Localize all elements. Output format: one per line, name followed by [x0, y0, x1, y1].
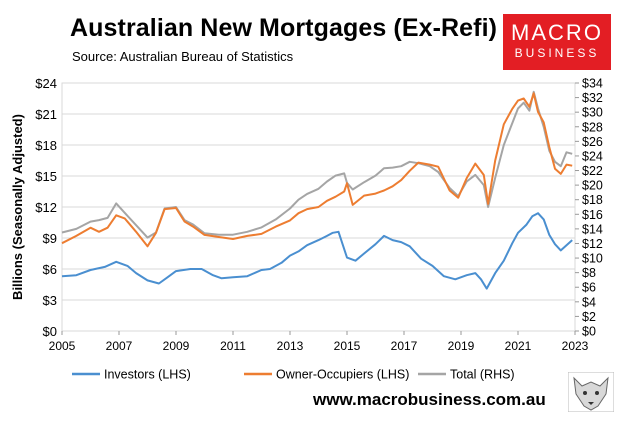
right-tick-label: $30 — [582, 106, 603, 120]
x-axis-ticks: 2005 2007 2009 2011 2013 2015 2017 2019 2021 2023 — [49, 331, 589, 353]
right-tick-label: $32 — [582, 91, 603, 105]
x-tick-label: 2019 — [448, 339, 475, 353]
wolf-icon — [568, 372, 614, 412]
right-tick-label: $12 — [582, 237, 603, 251]
left-axis-ticks: $0 $3 $6 $9 $12 $15 $18 $21 $24 — [35, 76, 57, 339]
x-tick-label: 2013 — [277, 339, 304, 353]
right-tick-label: $8 — [582, 266, 596, 280]
right-tick-label: $16 — [582, 208, 603, 222]
left-tick-label: $0 — [43, 324, 57, 339]
y-axis-label: Billions (Seasonally Adjusted) — [10, 114, 25, 300]
x-tick-label: 2017 — [391, 339, 418, 353]
series-line-investors-lhs — [61, 212, 573, 290]
left-tick-label: $21 — [35, 107, 57, 122]
logo-line-1: MACRO — [511, 20, 603, 45]
right-tick-label: $28 — [582, 120, 603, 134]
right-tick-label: $20 — [582, 179, 603, 193]
chart-source: Source: Australian Bureau of Statistics — [72, 49, 294, 64]
page-title: Australian New Mortgages (Ex-Refi) — [70, 14, 498, 42]
website-url[interactable]: www.macrobusiness.com.au — [313, 390, 546, 409]
right-tick-label: $4 — [582, 295, 596, 309]
x-tick-label: 2009 — [163, 339, 190, 353]
x-tick-label: 2021 — [505, 339, 532, 353]
series-line-owner-occupiers-lhs — [61, 92, 573, 248]
right-tick-label: $10 — [582, 252, 603, 266]
x-tick-label: 2007 — [106, 339, 133, 353]
right-tick-label: $14 — [582, 222, 603, 236]
right-tick-label: $0 — [582, 325, 596, 339]
left-tick-label: $9 — [43, 231, 57, 246]
right-tick-label: $34 — [582, 77, 603, 91]
left-tick-label: $18 — [35, 138, 57, 153]
left-tick-label: $24 — [35, 76, 57, 91]
left-tick-label: $12 — [35, 200, 57, 215]
gridlines — [62, 82, 575, 332]
series-lines — [61, 90, 573, 290]
left-tick-label: $3 — [43, 293, 57, 308]
legend-label: Owner-Occupiers (LHS) — [276, 368, 409, 382]
right-tick-label: $22 — [582, 164, 603, 178]
left-tick-label: $15 — [35, 169, 57, 184]
left-tick-label: $6 — [43, 262, 57, 277]
legend-label: Total (RHS) — [450, 368, 515, 382]
right-tick-label: $18 — [582, 193, 603, 207]
right-axis-ticks: $0$2$4$6$8$10$12$14$16$18$20$22$24$26$28… — [575, 77, 603, 339]
x-tick-label: 2011 — [220, 339, 246, 353]
macrobusiness-logo: MACRO BUSINESS — [503, 14, 611, 70]
legend-label: Investors (LHS) — [104, 368, 191, 382]
x-tick-label: 2005 — [49, 339, 76, 353]
right-tick-label: $26 — [582, 135, 603, 149]
x-tick-label: 2015 — [334, 339, 361, 353]
right-tick-label: $6 — [582, 281, 596, 295]
right-tick-label: $24 — [582, 149, 603, 163]
logo-line-2: BUSINESS — [514, 46, 600, 60]
legend: Investors (LHS) Owner-Occupiers (LHS) Tota… — [72, 368, 515, 382]
x-tick-label: 2023 — [562, 339, 589, 353]
right-tick-label: $2 — [582, 310, 596, 324]
